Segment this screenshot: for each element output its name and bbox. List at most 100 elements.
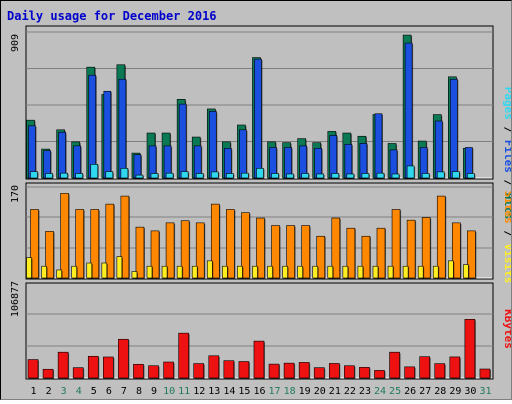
x-tick-label: 29 xyxy=(449,386,461,397)
files-bar xyxy=(404,42,413,179)
x-tick-label: 24 xyxy=(374,386,386,397)
x-tick-label: 30 xyxy=(464,386,476,397)
files-bar xyxy=(299,145,307,179)
kbytes-bar xyxy=(359,367,370,379)
sites-bar xyxy=(56,269,62,279)
pages-bar xyxy=(271,173,279,179)
pages-bar xyxy=(376,172,385,179)
visits-bar xyxy=(286,225,295,279)
pages-bar xyxy=(226,173,234,179)
pages-bar xyxy=(391,173,400,179)
pages-bar xyxy=(90,164,99,179)
sites-bar xyxy=(222,265,228,279)
x-tick-label: 13 xyxy=(208,386,220,397)
visits-bar xyxy=(376,227,386,279)
kbytes-bar xyxy=(344,365,355,379)
x-tick-label: 19 xyxy=(299,386,311,397)
x-tick-label: 8 xyxy=(136,386,142,397)
sites-bar xyxy=(297,265,303,279)
sites-bar xyxy=(342,265,349,279)
kbytes-bar xyxy=(313,367,325,379)
sites-bar xyxy=(86,262,93,279)
visits-bar xyxy=(90,209,100,279)
visits-bar xyxy=(467,230,476,279)
sites-bar xyxy=(372,265,379,279)
visits-bar xyxy=(150,230,160,279)
pages-bar xyxy=(467,173,475,179)
kbytes-bar xyxy=(253,340,265,379)
sites-visits-axis-label: Sites / Visits xyxy=(502,191,512,284)
x-tick-label: 2 xyxy=(46,386,52,397)
x-tick-label: 4 xyxy=(76,386,82,397)
sites-bar xyxy=(463,264,469,279)
x-tick-label: 26 xyxy=(404,386,416,397)
files-bar xyxy=(314,147,323,179)
visits-bar xyxy=(165,222,175,279)
kbytes-bar xyxy=(133,363,144,379)
pages-bar xyxy=(331,173,340,179)
chart-title: Daily usage for December 2016 xyxy=(7,9,217,23)
x-tick-label: 5 xyxy=(91,386,97,397)
sites-bar xyxy=(267,265,273,279)
kbytes-bar xyxy=(268,363,280,379)
x-tick-label: 25 xyxy=(389,386,401,397)
kbytes-bar xyxy=(298,362,310,379)
files-bar xyxy=(103,90,112,179)
files-bar xyxy=(344,143,353,179)
files-bar xyxy=(359,143,368,179)
visits-bar xyxy=(421,217,431,279)
x-tick-label: 28 xyxy=(434,386,446,397)
pages-bar xyxy=(210,171,219,179)
pages-bar xyxy=(406,165,415,179)
files-bar xyxy=(73,145,81,179)
visits-bar xyxy=(60,193,69,279)
svg-text:Sites / Visits: Sites / Visits xyxy=(502,191,511,284)
pages-bar xyxy=(316,173,325,179)
files-bar xyxy=(284,147,292,179)
sites-label: Sites xyxy=(502,191,511,224)
kbytes-panel: 106877 xyxy=(10,281,494,380)
x-tick-label: 27 xyxy=(419,386,431,397)
sites-bar xyxy=(26,257,32,279)
sites-bar xyxy=(131,271,138,279)
kbytes-bar xyxy=(449,356,461,379)
pages-bar xyxy=(195,173,204,179)
kbytes-bar xyxy=(404,366,415,379)
files-bar xyxy=(118,78,127,179)
visits-bar xyxy=(195,222,205,279)
pages-bar xyxy=(150,173,159,179)
pages-bar xyxy=(361,173,370,179)
visits-bar xyxy=(226,209,235,279)
visits-bar xyxy=(241,212,250,279)
files-bar xyxy=(88,74,97,179)
visits-bar xyxy=(30,209,39,279)
visits-bar xyxy=(45,231,54,279)
kbytes-bar xyxy=(57,351,69,379)
files-label: Files xyxy=(502,140,511,173)
kbytes-bar xyxy=(42,368,54,379)
sites-bar xyxy=(448,260,454,279)
pages-bar xyxy=(60,172,68,179)
pages-bar xyxy=(30,171,38,179)
visits-bar xyxy=(361,235,371,279)
x-tick-label: 15 xyxy=(238,386,250,397)
files-bar xyxy=(374,113,383,179)
files-bar xyxy=(178,103,187,179)
visits-bar xyxy=(331,217,341,279)
kbytes-bar xyxy=(178,332,189,379)
kbytes-bar xyxy=(193,363,205,379)
files-bar xyxy=(254,58,262,179)
files-bar xyxy=(434,120,443,179)
hits-files-pages-panel: 909 xyxy=(10,25,494,180)
sites-bar xyxy=(101,262,108,279)
sites-bar xyxy=(327,265,334,279)
sites-bar xyxy=(176,265,183,279)
sites-bar xyxy=(41,265,47,279)
visits-sites-panel: 170 xyxy=(10,182,494,280)
sites-bar xyxy=(206,260,213,279)
sites-bar xyxy=(116,256,123,279)
files-bar xyxy=(148,145,157,179)
visits-bar xyxy=(316,235,326,279)
files-bar xyxy=(133,154,142,179)
